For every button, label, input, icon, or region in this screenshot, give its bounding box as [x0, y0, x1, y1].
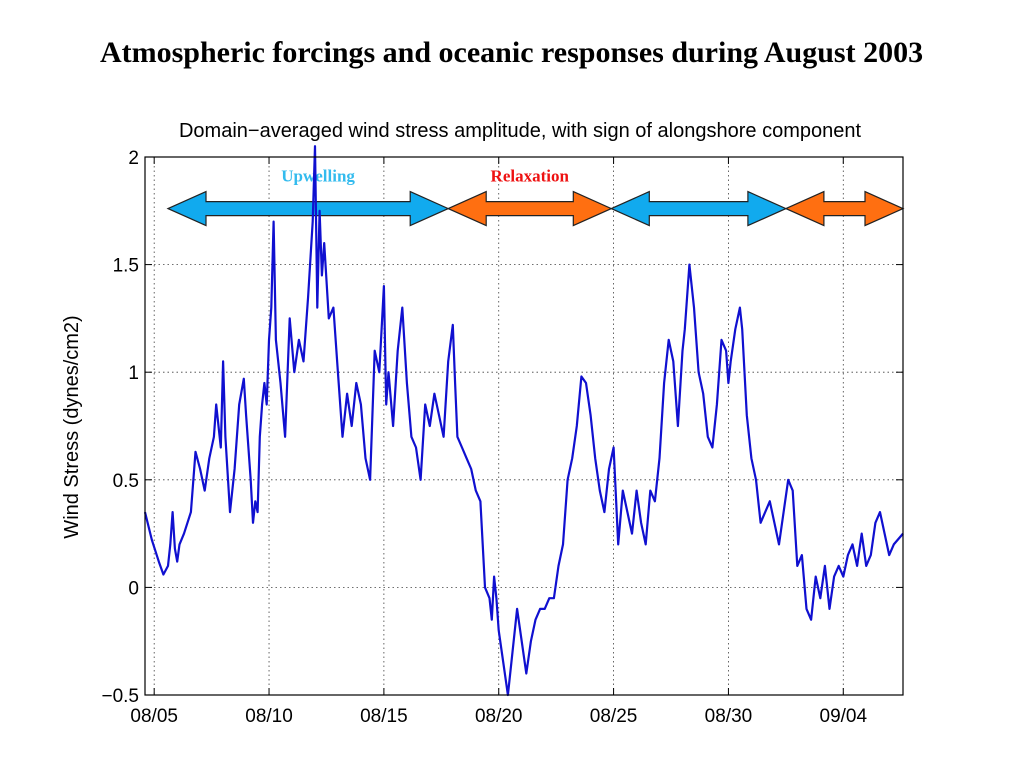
- y-tick-label: 1: [128, 363, 139, 384]
- axis-layer: 08/05 08/10 08/15 08/20 08/25 08/30 09/04 −0.5 0…: [101, 148, 904, 727]
- series-layer: [143, 145, 904, 697]
- x-tick-label: 08/15: [360, 706, 408, 727]
- x-tick-label: 08/20: [475, 706, 523, 727]
- y-tick-label: 0.5: [113, 471, 139, 492]
- y-axis-label: Wind Stress (dynes/cm2): [61, 315, 83, 538]
- y-tick-label: −0.5: [101, 686, 139, 707]
- y-tick-label: 0: [128, 578, 139, 599]
- y-tick-label: 1.5: [113, 256, 139, 277]
- annotation-layer: Upwelling Relaxation: [166, 167, 905, 227]
- plot-frame: [144, 156, 904, 696]
- x-tick-label: 08/25: [590, 706, 638, 727]
- period-label: Upwelling: [281, 167, 355, 186]
- period-double-arrow: [609, 190, 788, 227]
- x-tick-label: 08/05: [130, 706, 178, 727]
- period-double-arrow: [446, 190, 613, 227]
- period-label: Relaxation: [491, 167, 570, 186]
- slide-title: Atmospheric forcings and oceanic respons…: [99, 36, 924, 69]
- x-tick-label: 08/30: [705, 706, 753, 727]
- period-double-arrow: [166, 190, 450, 227]
- x-tick-label: 09/04: [820, 706, 868, 727]
- wind-stress-series-line: [143, 145, 904, 697]
- x-tick-label: 08/10: [245, 706, 293, 727]
- grid-layer: [145, 157, 903, 695]
- period-double-arrow: [784, 190, 905, 227]
- y-tick-label: 2: [128, 148, 139, 169]
- chart-title: Domain−averaged wind stress amplitude, w…: [179, 120, 861, 142]
